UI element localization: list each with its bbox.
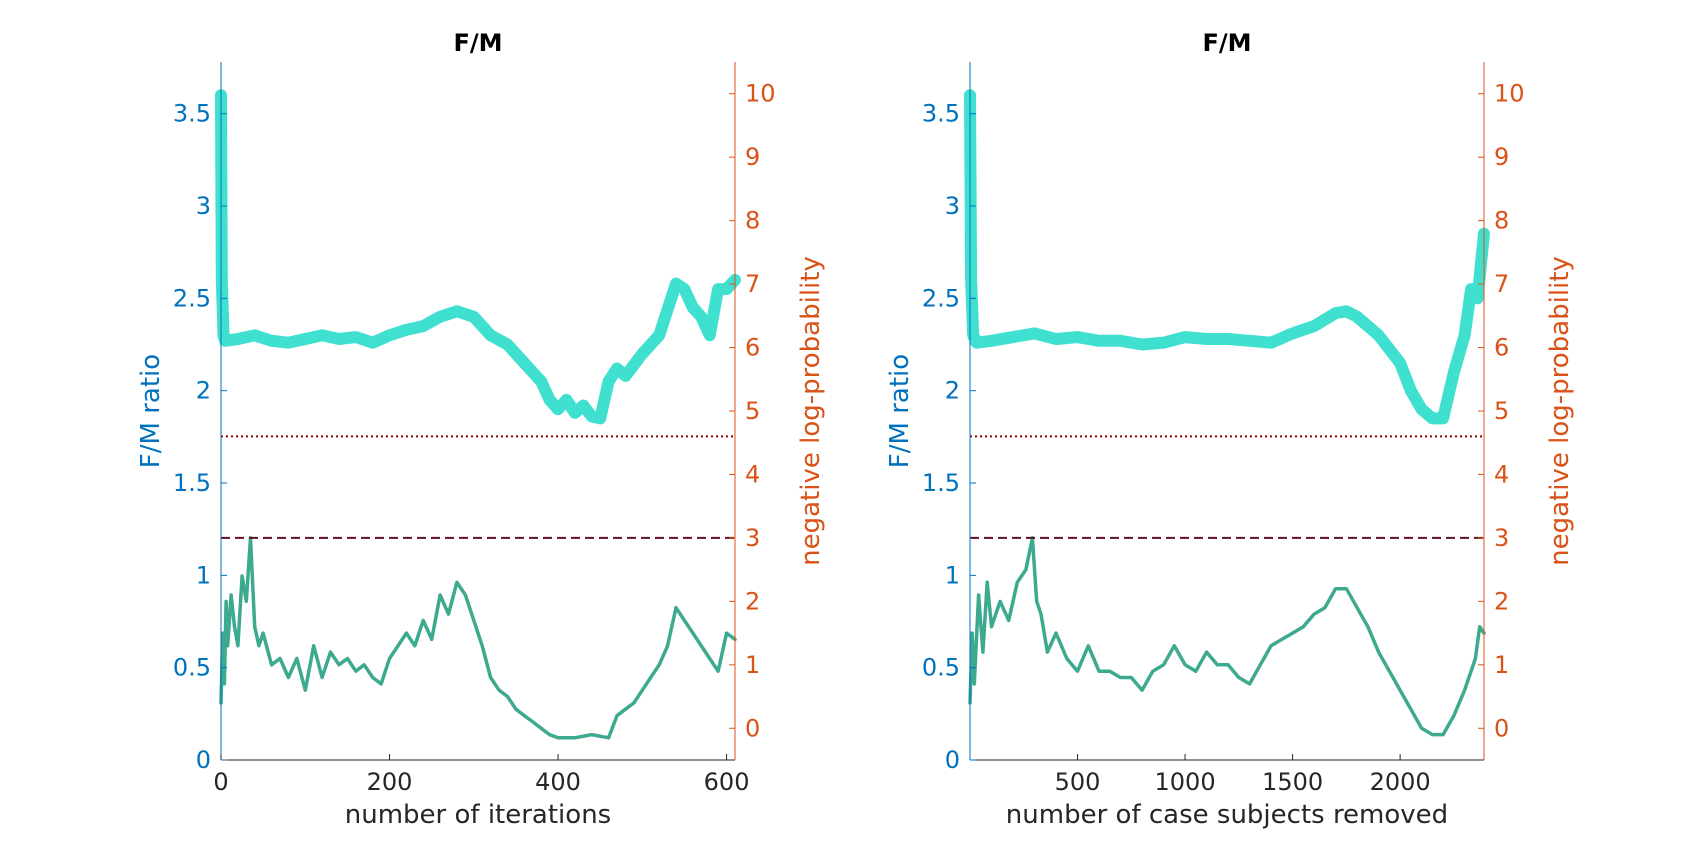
x-tick-label: 600 xyxy=(704,768,750,796)
right-y-tick-label: 3 xyxy=(1494,524,1509,552)
fm-ratio-series-line xyxy=(215,89,741,425)
x-tick-label: 500 xyxy=(1055,768,1101,796)
fm-ratio-series-line xyxy=(964,89,1490,425)
left-y-tick-label: 2 xyxy=(945,377,960,405)
chart-left: F/M 0 200 400 600 0 0.5 1 1.5 2 2.5 3 3.5 0 1 2 3 4 5 6 7 8 9 1… xyxy=(136,29,826,830)
right-y-tick-label: 2 xyxy=(745,587,760,615)
left-y-tick-label: 1 xyxy=(196,561,211,589)
x-tick-label: 1000 xyxy=(1155,768,1216,796)
right-y-tick-label: 5 xyxy=(1494,397,1509,425)
neg-log-prob-series-line xyxy=(968,536,1486,737)
neg-log-prob-series-line xyxy=(219,536,737,740)
right-y-tick-label: 8 xyxy=(745,207,760,235)
right-y-tick-label: 9 xyxy=(745,143,760,171)
left-y-tick-label: 0 xyxy=(945,746,960,774)
right-y-tick-label: 0 xyxy=(745,714,760,742)
right-y-tick-label: 1 xyxy=(745,651,760,679)
right-y-tick-label: 1 xyxy=(1494,651,1509,679)
x-tick-label: 2000 xyxy=(1370,768,1431,796)
left-y-tick-label: 2.5 xyxy=(922,284,960,312)
right-y-tick-label: 2 xyxy=(1494,587,1509,615)
left-y-tick-label: 3.5 xyxy=(173,100,211,128)
left-y-tick-label: 2 xyxy=(196,377,211,405)
x-tick-label: 400 xyxy=(535,768,581,796)
right-y-tick-label: 3 xyxy=(745,524,760,552)
right-y-tick-label: 6 xyxy=(745,334,760,362)
right-y-tick-label: 5 xyxy=(745,397,760,425)
right-y-tick-label: 4 xyxy=(1494,460,1509,488)
left-y-tick-label: 0.5 xyxy=(173,654,211,682)
chart-title: F/M xyxy=(453,29,502,57)
left-y-axis-label: F/M ratio xyxy=(136,354,166,468)
left-y-tick-label: 1 xyxy=(945,561,960,589)
right-y-tick-label: 10 xyxy=(1494,80,1525,108)
left-y-tick-label: 3.5 xyxy=(922,100,960,128)
x-tick-label: 200 xyxy=(367,768,413,796)
right-y-axis-label: negative log-probability xyxy=(1545,256,1575,566)
right-y-tick-label: 8 xyxy=(1494,207,1509,235)
left-y-tick-label: 1.5 xyxy=(922,469,960,497)
right-y-tick-label: 10 xyxy=(745,80,776,108)
x-tick-label: 0 xyxy=(213,768,228,796)
right-y-tick-label: 0 xyxy=(1494,714,1509,742)
chart-right: F/M 500 1000 1500 2000 0 0.5 1 1.5 2 2.5 3 3.5 0 1 2 3 4 5… xyxy=(885,29,1575,830)
right-y-tick-label: 7 xyxy=(745,270,760,298)
left-y-tick-label: 3 xyxy=(196,192,211,220)
x-axis-label: number of iterations xyxy=(345,800,611,830)
x-axis-label: number of case subjects removed xyxy=(1006,800,1448,830)
left-y-axis-label: F/M ratio xyxy=(885,354,915,468)
right-y-tick-label: 6 xyxy=(1494,334,1509,362)
left-y-tick-label: 0.5 xyxy=(922,654,960,682)
left-y-tick-label: 2.5 xyxy=(173,284,211,312)
right-y-tick-label: 7 xyxy=(1494,270,1509,298)
right-y-tick-label: 4 xyxy=(745,460,760,488)
x-tick-label: 1500 xyxy=(1262,768,1323,796)
left-y-tick-label: 3 xyxy=(945,192,960,220)
left-y-tick-label: 0 xyxy=(196,746,211,774)
left-y-tick-label: 1.5 xyxy=(173,469,211,497)
right-y-axis-label: negative log-probability xyxy=(796,256,826,566)
chart-title: F/M xyxy=(1202,29,1251,57)
right-y-tick-label: 9 xyxy=(1494,143,1509,171)
